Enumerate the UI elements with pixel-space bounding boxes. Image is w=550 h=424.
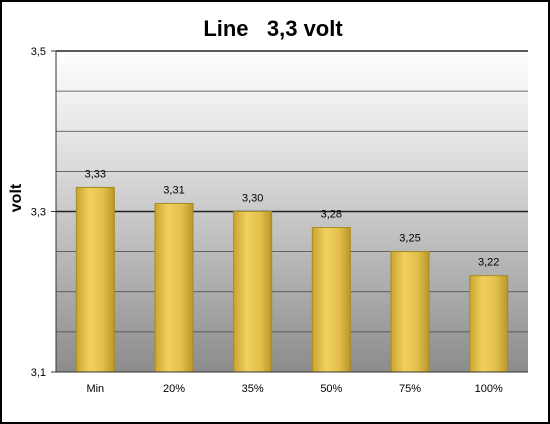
x-tick-label: 75% xyxy=(399,383,421,395)
gridlines xyxy=(56,50,528,333)
data-label: 3,31 xyxy=(163,184,184,196)
bar xyxy=(469,275,509,373)
x-tick-label: 35% xyxy=(242,383,264,395)
bar xyxy=(390,251,430,373)
data-label: 3,22 xyxy=(478,257,499,269)
x-tick-label: 20% xyxy=(163,383,185,395)
bar xyxy=(75,186,115,373)
data-label: 3,28 xyxy=(321,209,342,221)
x-tick-label: Min xyxy=(86,383,104,395)
plot-area: 3,33 Min 3,31 20% 3,30 35% 3,28 50% 3,25 75% 3,22 1… xyxy=(31,46,528,395)
chart-title: Line 3,3 volt xyxy=(203,16,343,41)
y-tick-label: 3,3 xyxy=(31,207,46,219)
data-label: 3,33 xyxy=(85,168,106,180)
bar xyxy=(154,202,194,373)
bar xyxy=(233,211,273,373)
bars xyxy=(75,186,509,373)
data-label: 3,30 xyxy=(242,193,263,205)
y-tick-label: 3,1 xyxy=(31,367,46,379)
data-label: 3,25 xyxy=(399,233,420,245)
bar xyxy=(311,227,351,373)
x-tick-label: 100% xyxy=(475,383,503,395)
y-tick-label: 3,5 xyxy=(31,46,46,58)
axes: 3,1 3,3 3,5 xyxy=(31,46,528,379)
data-labels: 3,33 Min 3,31 20% 3,30 35% 3,28 50% 3,25 75% 3,22 1… xyxy=(85,168,503,395)
x-tick-label: 50% xyxy=(320,383,342,395)
